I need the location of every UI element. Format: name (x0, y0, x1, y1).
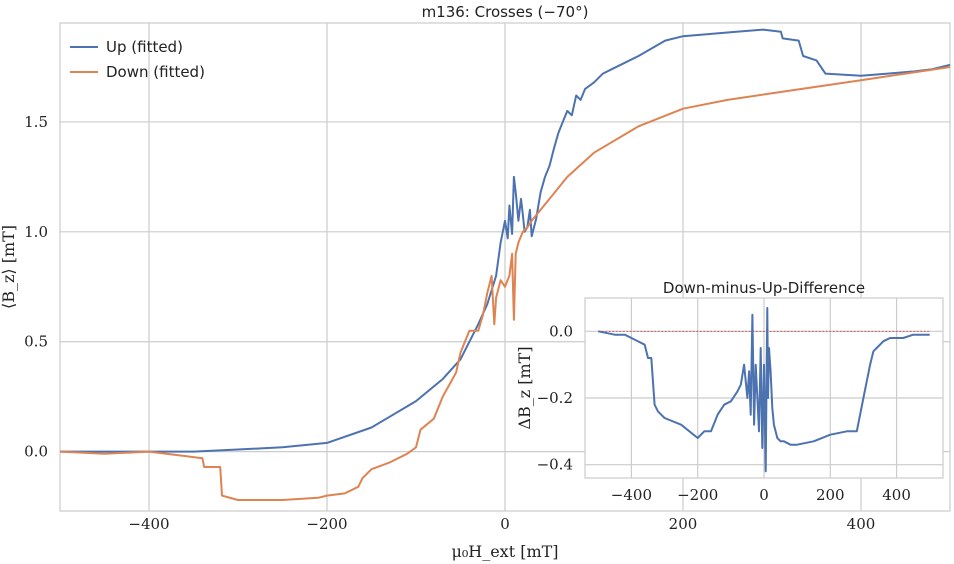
inset-xtick-label: 200 (816, 486, 845, 504)
legend: Up (fitted) Down (fitted) (70, 38, 205, 81)
inset-xtick-label: 400 (882, 486, 911, 504)
inset-series (598, 307, 930, 473)
inset-series-line-0 (598, 307, 930, 473)
inset-ylabel: ΔB_z [mT] (515, 346, 534, 429)
main-xtick-label: −400 (128, 515, 169, 533)
main-ytick-label: 1.0 (24, 223, 48, 241)
inset-xtick-label: −200 (677, 486, 718, 504)
inset-xtick-label: 0 (759, 486, 769, 504)
inset-ytick-label: −0.2 (537, 389, 573, 407)
main-ytick-label: 0.0 (24, 443, 48, 461)
legend-label-up: Up (fitted) (106, 38, 183, 56)
inset-xtick-label: −400 (611, 486, 652, 504)
legend-label-down: Down (fitted) (106, 63, 205, 81)
inset-ytick-label: −0.4 (537, 456, 573, 474)
inset-ytick-label: 0.0 (549, 322, 573, 340)
main-xtick-label: 400 (847, 515, 876, 533)
main-series-line-1 (59, 66, 951, 501)
main-series (59, 28, 951, 501)
main-series-line-0 (60, 28, 951, 453)
main-ylabel: ⟨B_z⟩ [mT] (0, 225, 18, 309)
inset-title: Down-minus-Up-Difference (663, 279, 865, 297)
inset-ticks: −400 −200 0 200 400 0.0 −0.2 −0.4 (537, 322, 911, 504)
main-xtick-label: −200 (306, 515, 347, 533)
main-ytick-label: 0.5 (24, 333, 48, 351)
main-xlabel: μ₀H_ext [mT] (451, 542, 558, 561)
main-title: m136: Crosses (−70°) (422, 3, 589, 21)
main-xtick-label: 0 (500, 515, 510, 533)
main-ytick-label: 1.5 (24, 113, 48, 131)
inset-plot: −400 −200 0 200 400 0.0 −0.2 −0.4 Down-minus-Up… (515, 279, 944, 504)
main-xtick-label: 200 (669, 515, 698, 533)
